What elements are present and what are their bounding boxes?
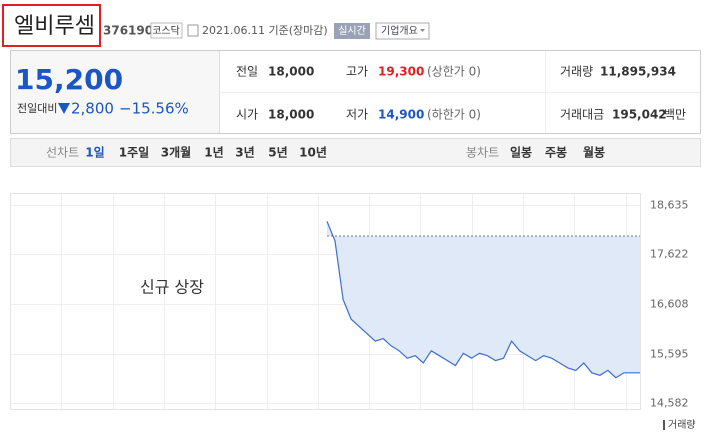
tab-label: 선차트	[46, 146, 79, 160]
tab[interactable]: 1일	[85, 146, 104, 160]
legend-swatch	[663, 420, 665, 430]
company[interactable]: 기업개요	[381, 24, 418, 37]
label: 거래량	[560, 65, 593, 79]
realtime-badge[interactable]	[334, 23, 370, 39]
label: 전일	[236, 65, 258, 79]
legend: 거래량	[668, 419, 696, 431]
date: 2021.06.11 기준(장마감)	[202, 24, 328, 37]
company-button[interactable]	[375, 22, 430, 40]
tab[interactable]: 10년	[299, 146, 327, 160]
down-arrow	[58, 103, 70, 114]
dropdown-icon	[420, 29, 425, 32]
value: 195,042	[612, 108, 667, 122]
value: 19,300	[378, 65, 424, 79]
y-tick-label: 17,622	[650, 248, 689, 261]
label: 거래대금	[560, 108, 604, 122]
label: 시가	[236, 108, 258, 122]
tab[interactable]: 주봉	[545, 146, 567, 160]
tab[interactable]: 3년	[235, 146, 254, 160]
change: 2,800	[71, 100, 114, 118]
tab[interactable]: 월봉	[583, 145, 605, 160]
note: (하한가 0)	[427, 108, 481, 122]
tab[interactable]: 5년	[268, 146, 287, 160]
unit: 백만	[664, 108, 686, 122]
y-tick-label: 14,582	[650, 397, 689, 410]
value: 14,900	[378, 108, 424, 122]
tab-bar	[10, 138, 701, 167]
label: 고가	[346, 65, 368, 79]
y-tick-label: 15,595	[650, 348, 689, 361]
realtime[interactable]: 실시간	[338, 25, 366, 37]
y-tick-label: 16,608	[650, 298, 689, 311]
annotation: 신규 상장	[140, 278, 204, 297]
tab-label: 봉차트	[466, 146, 499, 160]
price-line	[326, 221, 640, 379]
value: 18,000	[268, 65, 314, 79]
change-label: 전일대비	[17, 101, 57, 115]
price-panel	[11, 51, 219, 133]
note: (상한가 0)	[427, 65, 481, 79]
stock-code: 376190	[103, 24, 153, 38]
market: 코스닥	[152, 25, 180, 37]
tab[interactable]: 1년	[204, 146, 223, 160]
price: 15,200	[15, 63, 123, 96]
tab[interactable]: 일봉	[510, 146, 532, 160]
change-pct: −15.56%	[119, 100, 189, 118]
tab[interactable]: 1주일	[119, 146, 149, 160]
area	[327, 221, 640, 378]
stock-name: 엘비루셈	[14, 14, 95, 39]
name-box	[2, 4, 101, 47]
value: 18,000	[268, 108, 314, 122]
label: 저가	[346, 108, 368, 122]
calendar-icon	[187, 24, 199, 37]
y-tick-label: 18,635	[650, 199, 689, 212]
market-badge	[150, 22, 183, 39]
tab[interactable]: 3개월	[161, 145, 191, 160]
value: 11,895,934	[600, 65, 676, 79]
